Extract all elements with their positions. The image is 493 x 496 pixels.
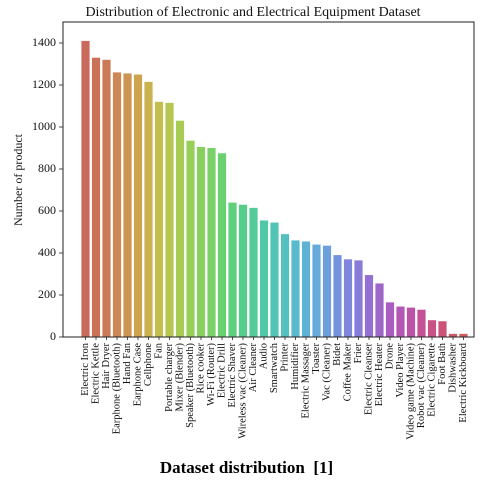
bar	[280, 234, 290, 337]
bar	[354, 260, 363, 337]
figure-caption: Dataset distribution [1]	[159, 458, 334, 477]
x-tick-label: Smartwatch	[269, 342, 280, 393]
bar	[459, 333, 468, 337]
x-tick-label: Fan	[153, 342, 164, 359]
x-tick-label: Robot vac (Cleaner)	[416, 343, 427, 429]
bar	[133, 74, 143, 337]
bar	[343, 259, 353, 337]
bar	[91, 57, 101, 337]
x-tick-label: Electric Kettle	[90, 343, 101, 404]
bar	[448, 333, 458, 337]
x-tick-label: Rice cooker	[195, 343, 206, 394]
x-tick-label: Coffee Maker	[342, 342, 353, 401]
x-tick-label: Cellphone	[143, 343, 154, 386]
bars-group	[81, 40, 468, 338]
bar	[312, 244, 321, 337]
x-tick-label: Electric Kickboard	[458, 342, 469, 422]
x-tick-label: Humidifier	[290, 342, 301, 389]
bar	[154, 101, 164, 337]
x-tick-label: Air Cleaner	[248, 343, 259, 393]
bar	[438, 321, 447, 337]
x-tick-label: Audio	[258, 343, 269, 369]
bar	[406, 307, 416, 337]
y-tick-label: 200	[38, 287, 56, 301]
x-tick-label: Wi-Fi (Router)	[206, 342, 217, 405]
bar	[322, 245, 332, 337]
bar	[291, 240, 300, 337]
bar	[217, 153, 227, 337]
bar	[144, 81, 153, 337]
x-tick-label: Drone	[384, 343, 395, 370]
x-tick-label: Toaster	[311, 343, 322, 374]
bar	[228, 202, 237, 337]
x-tick-label: Earphone Case	[132, 343, 143, 407]
bar	[123, 73, 132, 337]
x-tick-label: Electric Massager	[300, 343, 311, 419]
y-tick-label: 1200	[32, 77, 56, 91]
x-tick-label: Video game (Machine)	[405, 343, 416, 440]
bar	[385, 302, 395, 337]
x-tick-label: Wireless vac (Cleaner)	[237, 343, 248, 439]
y-tick-label: 400	[38, 245, 56, 259]
x-tick-label: Mixer (Blender)	[174, 343, 185, 412]
x-tick-label: Dishwasher	[447, 343, 458, 393]
x-tick-label: Portable charger	[164, 343, 175, 412]
bar	[301, 241, 311, 337]
y-axis-label: Number of product	[11, 133, 25, 226]
y-tick-label: 800	[38, 161, 56, 175]
x-tick-label: Frier	[353, 343, 364, 364]
bar	[270, 222, 279, 337]
bar	[417, 309, 426, 337]
x-tick-label: Vac (Cleaner)	[321, 343, 332, 402]
y-ticks-group: 0 200 400 600 800 1000 1200 1400	[32, 35, 63, 343]
plot-frame	[62, 21, 475, 338]
y-tick-label: 1000	[32, 119, 56, 133]
bar	[102, 59, 111, 338]
x-tick-label: Bidet	[332, 343, 343, 366]
y-tick-label: 0	[50, 329, 56, 343]
bar	[375, 283, 384, 337]
x-ticks-group: Electric Iron Electric Kettle Hair Dryer Ea…	[80, 337, 469, 440]
bar	[165, 102, 174, 337]
bar	[259, 220, 269, 337]
bar	[81, 40, 90, 338]
x-tick-label: Printer	[279, 342, 290, 371]
x-tick-label: Electric Cigarette	[426, 343, 437, 417]
x-tick-label: Electric Cleanser	[363, 343, 374, 416]
bar	[112, 72, 122, 338]
x-tick-label: Electric Iron	[80, 342, 91, 396]
x-tick-label: Speaker (Bluetooth)	[185, 343, 196, 428]
bar	[364, 275, 374, 337]
y-tick-label: 1400	[32, 35, 56, 49]
x-tick-label: Hair Dryer	[101, 343, 112, 389]
bar	[186, 140, 195, 337]
x-tick-label: Foot Bath	[437, 342, 448, 384]
bar	[196, 146, 206, 337]
bar	[175, 120, 185, 337]
chart-title: Distribution of Electronic and Electrica…	[85, 5, 420, 20]
bar	[207, 148, 216, 337]
x-tick-label: Earphone (Bluetooth)	[111, 342, 122, 434]
x-tick-label: Electric Heater	[374, 343, 385, 407]
y-tick-label: 600	[38, 203, 56, 217]
bar	[238, 204, 248, 337]
x-tick-label: Electric Shaver	[227, 343, 238, 408]
x-tick-label: Hand Fan	[122, 342, 133, 384]
bar	[396, 306, 405, 337]
x-tick-label: Electric Drill	[216, 343, 227, 398]
x-tick-label: Video Player	[395, 343, 406, 398]
bar	[333, 255, 342, 337]
bar	[427, 320, 437, 337]
bar	[249, 207, 258, 337]
